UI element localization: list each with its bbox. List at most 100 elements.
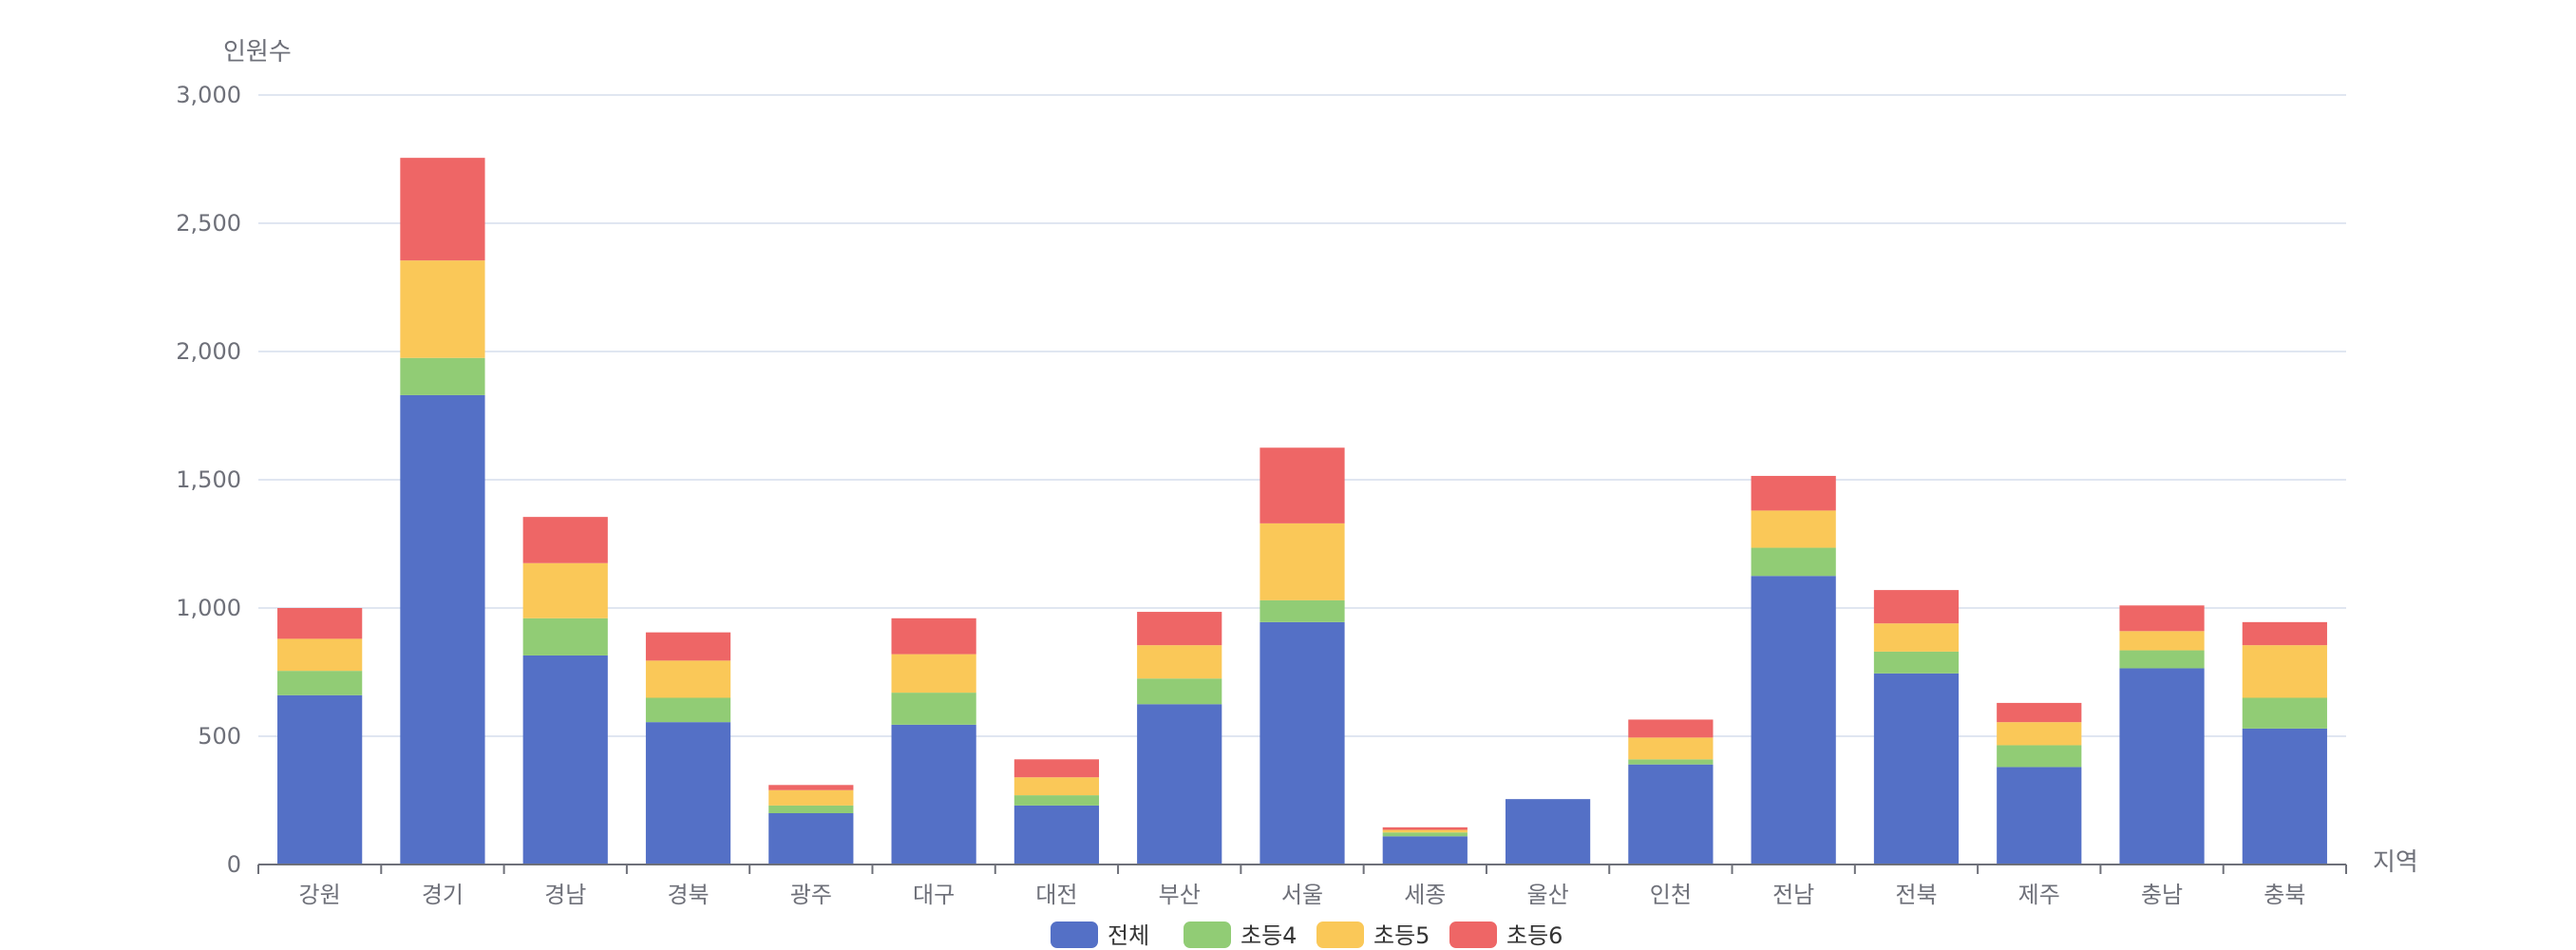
bar-segment[interactable] <box>400 357 485 395</box>
bar-segment[interactable] <box>2119 650 2205 669</box>
legend-item[interactable]: 초등5 <box>1316 922 1430 949</box>
bar-segment[interactable] <box>400 158 485 261</box>
legend[interactable]: 전체 초등4 초등5 초등6 <box>1051 922 1563 949</box>
bar-segment[interactable] <box>1628 719 1714 738</box>
bar-segment[interactable] <box>768 813 854 864</box>
x-tick-label: 충북 <box>2263 882 2305 908</box>
x-tick-label: 세종 <box>1404 882 1446 908</box>
bar-segment[interactable] <box>1137 612 1222 646</box>
bar-segment[interactable] <box>645 632 731 661</box>
y-tick-label: 0 <box>227 851 241 878</box>
legend-label: 초등4 <box>1241 922 1297 949</box>
x-tick-label: 서울 <box>1281 882 1323 908</box>
bar-segment[interactable] <box>891 654 976 694</box>
bar-segment[interactable] <box>1873 590 1960 624</box>
x-tick-label: 충남 <box>2141 882 2183 908</box>
bar-segment[interactable] <box>645 660 731 698</box>
legend-item[interactable]: 초등4 <box>1184 922 1297 949</box>
x-axis-title: 지역 <box>2373 848 2418 877</box>
bar-segment[interactable] <box>1997 702 2082 723</box>
bar-segment[interactable] <box>2119 631 2205 651</box>
bar-segment[interactable] <box>277 671 363 695</box>
bar-segment[interactable] <box>2242 697 2327 729</box>
bar-segment[interactable] <box>400 394 485 864</box>
y-tick-label: 2,500 <box>176 210 241 237</box>
bar-segment[interactable] <box>891 724 976 864</box>
y-tick-label: 2,000 <box>176 338 241 365</box>
bar-segment[interactable] <box>1260 621 1345 864</box>
bar-segment[interactable] <box>1382 832 1468 837</box>
bar-segment[interactable] <box>2119 668 2205 864</box>
bar-segment[interactable] <box>1628 759 1714 765</box>
x-tick-label: 경남 <box>544 882 586 908</box>
bar-segment[interactable] <box>400 260 485 358</box>
bar-segment[interactable] <box>768 789 854 806</box>
bar-segment[interactable] <box>522 618 608 656</box>
bar-segment[interactable] <box>2242 621 2327 646</box>
x-tick-label: 광주 <box>790 882 832 908</box>
x-tick-label: 강원 <box>299 882 341 908</box>
bar-segment[interactable] <box>1751 547 1836 577</box>
bar-segment[interactable] <box>1382 829 1468 833</box>
bar-segment[interactable] <box>1873 623 1960 652</box>
bar-segment[interactable] <box>522 562 608 618</box>
bar-segment[interactable] <box>1013 795 1100 806</box>
bar-segment[interactable] <box>645 722 731 864</box>
bar-segment[interactable] <box>1382 826 1468 830</box>
bar-segment[interactable] <box>768 805 854 813</box>
bar-segment[interactable] <box>1382 836 1468 864</box>
x-tick-label: 경기 <box>422 882 464 908</box>
bar-segment[interactable] <box>891 618 976 655</box>
bar-segment[interactable] <box>1013 759 1100 778</box>
x-tick-label: 전남 <box>1772 882 1814 908</box>
bar-segment[interactable] <box>2242 728 2327 864</box>
x-tick-label: 전북 <box>1895 882 1937 908</box>
x-tick-label: 대구 <box>913 882 955 908</box>
bar-segment[interactable] <box>1751 576 1836 864</box>
bar-segment[interactable] <box>1873 651 1960 674</box>
bar-segment[interactable] <box>1628 764 1714 864</box>
bar-segment[interactable] <box>768 785 854 790</box>
bar-segment[interactable] <box>1751 475 1836 511</box>
legend-item[interactable]: 초등6 <box>1449 922 1563 949</box>
bar-segment[interactable] <box>1505 799 1591 864</box>
legend-swatch <box>1051 922 1098 948</box>
bar-segment[interactable] <box>891 693 976 725</box>
y-axis-title: 인원수 <box>223 38 292 66</box>
bar-segment[interactable] <box>277 694 363 864</box>
x-tick-label: 경북 <box>667 882 709 908</box>
bar-segment[interactable] <box>277 638 363 672</box>
bar-segment[interactable] <box>645 697 731 723</box>
x-tick-label: 울산 <box>1527 882 1569 908</box>
legend-swatch <box>1184 922 1231 948</box>
bar-segment[interactable] <box>522 517 608 563</box>
x-tick-label: 제주 <box>2018 882 2060 908</box>
y-tick-label: 1,000 <box>176 595 241 621</box>
bar-segment[interactable] <box>1260 522 1345 600</box>
legend-item[interactable]: 전체 <box>1051 922 1149 949</box>
legend-swatch <box>1316 922 1364 948</box>
bar-segment[interactable] <box>1873 673 1960 864</box>
bar-segment[interactable] <box>1137 645 1222 679</box>
bar-segment[interactable] <box>1997 767 2082 864</box>
bar-segment[interactable] <box>522 655 608 864</box>
bar-segment[interactable] <box>1013 805 1100 864</box>
bar-segment[interactable] <box>2242 645 2327 698</box>
bar-segment[interactable] <box>1013 777 1100 796</box>
y-tick-label: 500 <box>198 723 241 750</box>
bar-segment[interactable] <box>1137 704 1222 864</box>
x-tick-label: 인천 <box>1650 882 1692 908</box>
bar-segment[interactable] <box>2119 605 2205 632</box>
bar-segment[interactable] <box>1260 447 1345 523</box>
bar-segment[interactable] <box>1997 722 2082 746</box>
bar-segment[interactable] <box>1137 678 1222 705</box>
bar-segment[interactable] <box>1628 737 1714 760</box>
bar-segment[interactable] <box>1997 745 2082 768</box>
legend-label: 초등6 <box>1506 922 1563 949</box>
bar-segment[interactable] <box>1260 599 1345 622</box>
bar-segment[interactable] <box>277 608 363 639</box>
axes: 0 500 1,000 1,500 2,000 2,500 3,000 강원 경기 경남 경북 광주 대… <box>176 82 2347 908</box>
bar-segment[interactable] <box>1751 510 1836 548</box>
x-tick-label: 부산 <box>1159 882 1201 908</box>
legend-label: 초등5 <box>1373 922 1430 949</box>
